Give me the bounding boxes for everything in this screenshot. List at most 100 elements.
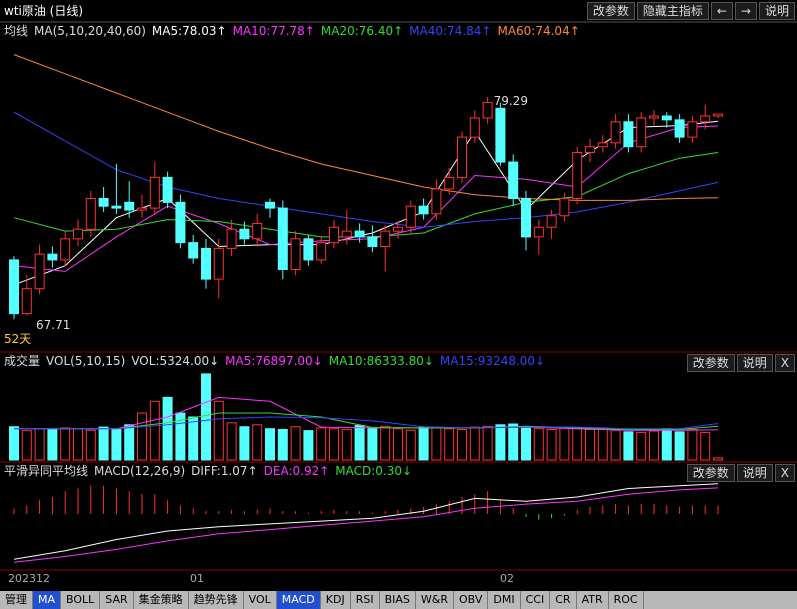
toolbar-button[interactable]: 改参数 — [586, 2, 635, 20]
tab[interactable]: RSI — [351, 591, 380, 609]
candle-body — [418, 205, 429, 215]
tab[interactable]: 趋势先锋 — [189, 591, 244, 609]
tab[interactable]: BIAS — [380, 591, 416, 609]
candle-body — [444, 176, 455, 190]
candle-body — [495, 107, 506, 163]
volume-bar — [533, 428, 544, 461]
tab[interactable]: BOLL — [61, 591, 101, 609]
candle-body — [597, 142, 608, 148]
tab[interactable]: 集金策略 — [134, 591, 189, 609]
volume-bar — [431, 427, 442, 461]
tab[interactable]: OBV — [454, 591, 489, 609]
date-label: 01 — [190, 572, 204, 585]
toolbar-button[interactable]: → — [734, 2, 757, 20]
volume-bar — [252, 424, 263, 461]
tab[interactable]: MACD — [276, 591, 321, 609]
volume-bar — [508, 423, 519, 461]
candle-body — [34, 253, 45, 290]
toolbar-button[interactable]: 说明 — [758, 2, 795, 20]
legend-item: VOL(5,10,15) — [46, 354, 126, 368]
indicator-line — [13, 483, 719, 560]
volume-bar — [367, 427, 378, 461]
candle-body — [687, 121, 698, 138]
tab[interactable]: MA — [33, 591, 62, 609]
volume-bar — [393, 428, 403, 461]
candle-body — [329, 226, 339, 244]
candle-body — [201, 247, 211, 280]
tab[interactable]: SAR — [100, 591, 134, 609]
volume-bar — [149, 400, 160, 461]
candle-body — [469, 117, 480, 138]
legend-item: MA60:74.04↑ — [497, 24, 580, 38]
volume-bar — [636, 432, 647, 461]
volume-bar — [610, 429, 621, 461]
panel-button[interactable]: 说明 — [736, 354, 773, 372]
legend-item: MA40:74.84↑ — [409, 24, 492, 38]
date-label: 202312 — [8, 572, 50, 585]
tab[interactable]: W&R — [416, 591, 454, 609]
legend-item: MACD:0.30↓ — [335, 464, 413, 478]
volume-bar — [329, 428, 339, 461]
tab[interactable]: KDJ — [321, 591, 351, 609]
volume-bar — [85, 429, 96, 461]
indicator-line — [14, 412, 719, 430]
candle-body — [649, 115, 659, 119]
volume-bar — [405, 429, 416, 461]
candle-body — [303, 238, 314, 261]
candle-body — [572, 151, 583, 200]
toolbar-button[interactable]: 隐藏主指标 — [636, 2, 709, 20]
candle-body — [213, 247, 224, 280]
panel-button[interactable]: 说明 — [736, 464, 773, 482]
candle-body — [60, 238, 71, 261]
tab[interactable]: ROC — [609, 591, 644, 609]
volume-bar — [213, 400, 224, 461]
candle-body — [316, 242, 327, 261]
volume-bar — [713, 457, 723, 461]
volume-bar — [546, 428, 557, 461]
candle-body — [290, 238, 301, 270]
volume-bar — [597, 427, 608, 461]
candle-body — [610, 121, 621, 144]
candle-body — [661, 115, 672, 121]
panel-button[interactable]: X — [774, 464, 795, 482]
volume-bar — [124, 424, 135, 461]
tab[interactable]: 管理 — [0, 591, 33, 609]
candle-body — [277, 207, 288, 270]
tab[interactable]: DMI — [488, 591, 521, 609]
candle-body — [73, 228, 83, 240]
legend-item: MA5:78.03↑ — [151, 24, 227, 38]
candle-body — [482, 102, 493, 119]
tab[interactable]: CR — [550, 591, 577, 609]
volume-bar — [649, 430, 659, 461]
candle-body — [405, 205, 416, 228]
candle-body — [559, 198, 570, 217]
indicator-tabs: 管理 MA BOLL SAR 集金策略 趋势先锋 VOL MACD KDJ RSI BIAS W&R O… — [0, 591, 797, 609]
panel-button[interactable]: 改参数 — [686, 464, 735, 482]
days-label: 52天 — [4, 332, 31, 346]
date-label: 02 — [500, 572, 514, 585]
candle-body — [341, 230, 352, 238]
toolbar-button[interactable]: ← — [710, 2, 733, 20]
volume-bar — [188, 416, 199, 461]
volume-buttons: 改参数 说明 X — [686, 354, 795, 372]
volume-bar — [572, 428, 583, 461]
volume-bar — [60, 427, 71, 461]
candle-body — [188, 242, 199, 259]
indicator-line — [13, 111, 719, 228]
tab[interactable]: ATR — [577, 591, 609, 609]
volume-bar — [674, 431, 685, 461]
panel-button[interactable]: X — [774, 354, 795, 372]
legend-item: MA5:76897.00↓ — [225, 354, 323, 368]
tab[interactable]: CCI — [521, 591, 551, 609]
toolbar-title: wti原油 (日线) — [4, 2, 89, 20]
panel-button[interactable]: 改参数 — [686, 354, 735, 372]
candle-body — [636, 117, 647, 148]
candle-body — [623, 121, 634, 148]
high-label: 79.29 — [494, 94, 528, 108]
candle-body — [533, 226, 544, 238]
volume-bar — [226, 422, 237, 461]
toolbar-buttons: 改参数 隐藏主指标 ← → 说明 — [586, 2, 795, 20]
candle-body — [713, 113, 723, 117]
tab[interactable]: VOL — [244, 591, 277, 609]
